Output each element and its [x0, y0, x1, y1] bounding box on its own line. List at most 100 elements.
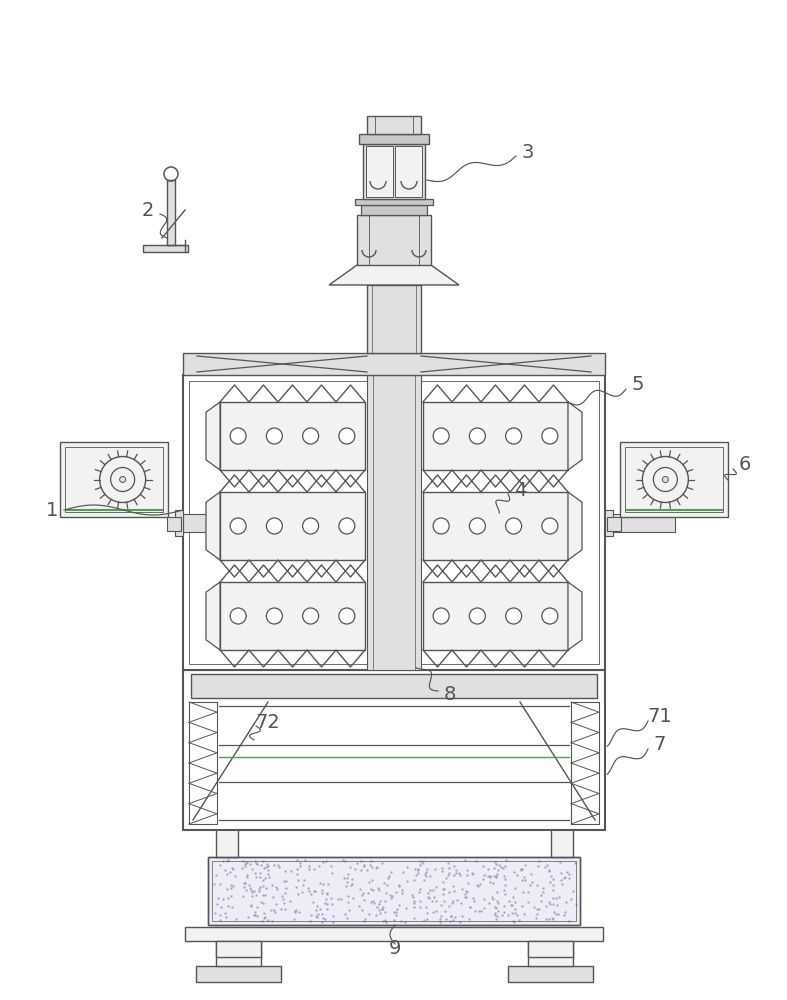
Point: [364, 881, 377, 897]
Point: [475, 903, 487, 919]
Point: [249, 869, 262, 885]
Point: [542, 911, 555, 927]
Point: [414, 893, 427, 909]
Point: [217, 891, 230, 907]
Point: [542, 894, 555, 910]
Point: [269, 879, 282, 895]
Point: [247, 883, 260, 899]
Point: [316, 882, 328, 898]
Bar: [361, 205, 427, 215]
Point: [437, 881, 449, 897]
Point: [497, 868, 510, 884]
Point: [442, 855, 455, 871]
Point: [227, 878, 239, 894]
Point: [506, 905, 519, 921]
Point: [317, 854, 330, 870]
Point: [383, 887, 396, 903]
Point: [313, 901, 326, 917]
Point: [422, 885, 434, 901]
Point: [443, 913, 456, 929]
Bar: [367, 285, 421, 353]
Polygon shape: [206, 492, 220, 560]
Point: [498, 877, 511, 893]
Point: [236, 888, 249, 904]
Point: [467, 893, 480, 909]
Point: [442, 860, 455, 876]
Point: [261, 856, 274, 872]
Point: [311, 898, 323, 914]
Point: [506, 897, 519, 913]
Point: [260, 880, 272, 896]
Point: [238, 875, 250, 891]
Point: [358, 911, 371, 927]
Point: [334, 891, 347, 907]
Point: [487, 868, 500, 884]
Point: [380, 885, 393, 901]
Point: [342, 888, 354, 904]
Point: [522, 884, 534, 900]
Bar: [216, 941, 261, 966]
Point: [327, 908, 340, 924]
Point: [490, 856, 502, 872]
Point: [408, 893, 420, 909]
Bar: [216, 822, 238, 857]
Point: [490, 911, 503, 927]
Point: [210, 867, 223, 883]
Text: 1: 1: [46, 500, 58, 520]
Point: [374, 905, 386, 921]
Point: [379, 904, 391, 920]
Point: [342, 866, 354, 882]
Point: [230, 911, 242, 927]
Point: [249, 904, 261, 920]
Point: [360, 862, 373, 878]
Point: [261, 858, 274, 874]
Point: [211, 896, 224, 912]
Bar: [175, 510, 183, 536]
Point: [390, 901, 403, 917]
Point: [240, 854, 253, 870]
Circle shape: [303, 608, 319, 624]
Point: [414, 857, 427, 873]
Point: [377, 913, 390, 929]
Point: [225, 877, 238, 893]
Circle shape: [230, 518, 246, 534]
Point: [408, 895, 420, 911]
Point: [421, 911, 434, 927]
Point: [548, 904, 560, 920]
Bar: [183, 375, 605, 670]
Point: [408, 899, 420, 915]
Point: [446, 893, 459, 909]
Point: [224, 880, 237, 896]
Point: [419, 899, 432, 915]
Bar: [185, 927, 603, 941]
Bar: [357, 215, 431, 265]
Point: [257, 872, 269, 888]
Point: [253, 883, 265, 899]
Point: [349, 861, 361, 877]
Point: [495, 859, 508, 875]
Point: [388, 912, 401, 928]
Point: [498, 871, 511, 887]
Point: [260, 859, 272, 875]
Point: [405, 887, 418, 903]
Point: [321, 896, 334, 912]
Point: [365, 872, 378, 888]
Circle shape: [433, 608, 449, 624]
Point: [412, 865, 424, 881]
Point: [407, 872, 419, 888]
Point: [321, 876, 334, 892]
Point: [292, 872, 305, 888]
Circle shape: [469, 518, 486, 534]
Point: [216, 853, 229, 869]
Point: [498, 858, 511, 874]
Bar: [167, 517, 181, 531]
Point: [365, 859, 378, 875]
Point: [552, 889, 565, 905]
Point: [236, 860, 249, 876]
Bar: [359, 134, 429, 144]
Point: [338, 853, 351, 869]
Point: [493, 857, 505, 873]
Point: [450, 865, 463, 881]
Point: [491, 884, 504, 900]
Text: 6: 6: [739, 456, 751, 475]
